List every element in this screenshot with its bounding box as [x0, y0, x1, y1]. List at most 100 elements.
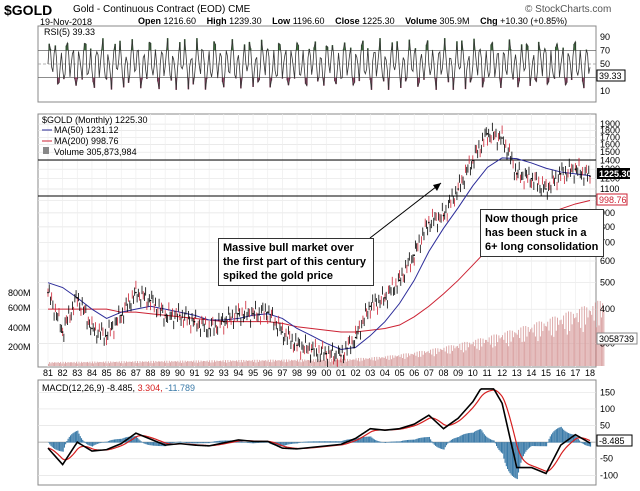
x-tick-label: 07 — [424, 368, 434, 378]
volume-bar — [420, 356, 422, 366]
volume-bar — [389, 355, 391, 366]
rsi-badge: 39.33 — [599, 71, 622, 81]
macd-hist-bar — [453, 438, 455, 443]
volume-bar — [491, 335, 493, 366]
price-point — [266, 311, 269, 313]
volume-bar — [519, 337, 521, 366]
macd-hist-bar — [334, 441, 336, 443]
volume-bar — [378, 356, 380, 366]
volume-bar — [449, 353, 451, 366]
volume-bar — [234, 361, 236, 366]
volume-bar — [126, 361, 128, 366]
volume-bar — [148, 361, 149, 366]
volume-bar — [251, 360, 253, 366]
macd-legend-signal: 3.304, — [138, 383, 163, 393]
volume-bar — [323, 359, 325, 366]
macd-hist-bar — [178, 441, 180, 443]
macd-hist-bar — [460, 435, 462, 443]
price-point — [208, 327, 210, 330]
macd-hist-bar — [316, 441, 318, 443]
macd-hist-bar — [522, 442, 524, 457]
volume-bar — [182, 360, 184, 366]
price-tick-label: 1600 — [600, 140, 620, 150]
volume-bar — [146, 362, 148, 366]
volume-bar — [137, 361, 139, 366]
macd-hist-bar — [487, 437, 489, 443]
x-tick-label: 10 — [468, 368, 478, 378]
macd-hist-bar — [345, 439, 347, 443]
volume-bar — [382, 357, 384, 366]
volume-bar — [79, 363, 81, 366]
volume-bar — [533, 324, 535, 366]
volume-bar — [503, 339, 505, 366]
macd-hist-bar — [239, 440, 241, 443]
volume-bar — [152, 360, 154, 366]
macd-hist-bar — [576, 437, 578, 443]
price-tick-label: 1500 — [600, 147, 620, 157]
volume-bar — [309, 360, 311, 366]
macd-hist-bar — [532, 442, 534, 447]
macd-hist-bar — [557, 428, 559, 443]
volume-bar — [334, 360, 336, 366]
macd-hist-bar — [587, 442, 589, 447]
macd-hist-bar — [152, 442, 155, 446]
volume-bar — [124, 362, 126, 366]
macd-hist-bar — [220, 440, 222, 443]
volume-bar — [220, 360, 222, 366]
volume-bar — [73, 361, 75, 366]
macd-hist-bar — [332, 441, 334, 443]
x-tick-label: 06 — [409, 368, 419, 378]
volume-bar — [340, 360, 342, 366]
volume-bar — [509, 330, 511, 366]
volume-bar — [511, 330, 513, 366]
macd-hist-bar — [261, 442, 263, 443]
volume-bar — [445, 346, 447, 366]
macd-hist-bar — [283, 442, 285, 446]
volume-bar — [196, 362, 198, 366]
macd-hist-bar — [365, 436, 367, 443]
volume-bar — [320, 359, 322, 366]
volume-bar — [488, 337, 490, 366]
macd-hist-bar — [376, 440, 378, 443]
volume-bar — [552, 316, 554, 366]
volume-bar — [181, 362, 182, 366]
volume-bar — [253, 361, 254, 366]
price-point — [589, 175, 591, 178]
macd-hist-bar — [204, 442, 206, 444]
macd-hist-bar — [404, 440, 406, 443]
x-tick-label: 02 — [351, 368, 361, 378]
volume-bar — [520, 327, 522, 366]
volume-bar — [394, 355, 396, 366]
site-credit[interactable]: © StockCharts.com — [525, 4, 612, 15]
volume-bar — [561, 324, 563, 366]
macd-hist-bar — [62, 442, 64, 452]
macd-hist-bar — [182, 442, 184, 443]
macd-hist-bar — [251, 442, 253, 444]
macd-hist-bar — [489, 439, 492, 443]
macd-hist-bar — [87, 442, 89, 445]
macd-hist-bar — [476, 430, 478, 443]
volume-bar — [91, 361, 93, 366]
macd-hist-bar — [216, 441, 218, 443]
x-tick-label: 18 — [585, 368, 595, 378]
price-point — [501, 137, 503, 139]
volume-bar — [243, 359, 245, 366]
close-value: 1225.30 — [362, 16, 395, 26]
macd-hist-bar — [344, 440, 346, 443]
volume-bar — [522, 326, 524, 366]
volume-bar — [145, 361, 147, 366]
close-label: Close — [335, 16, 360, 26]
macd-hist-bar — [134, 436, 136, 443]
low-label: Low — [272, 16, 291, 26]
volume-bar — [516, 334, 518, 366]
macd-hist-bar — [266, 442, 268, 443]
volume-bar — [122, 363, 124, 366]
volume-bar — [229, 360, 231, 366]
volume-bar — [66, 363, 68, 366]
volume-bar — [190, 360, 192, 366]
macd-hist-bar — [128, 436, 130, 443]
volume-bar — [466, 341, 468, 366]
macd-hist-bar — [71, 434, 73, 443]
macd-hist-bar — [140, 441, 142, 443]
macd-hist-bar — [491, 439, 493, 443]
